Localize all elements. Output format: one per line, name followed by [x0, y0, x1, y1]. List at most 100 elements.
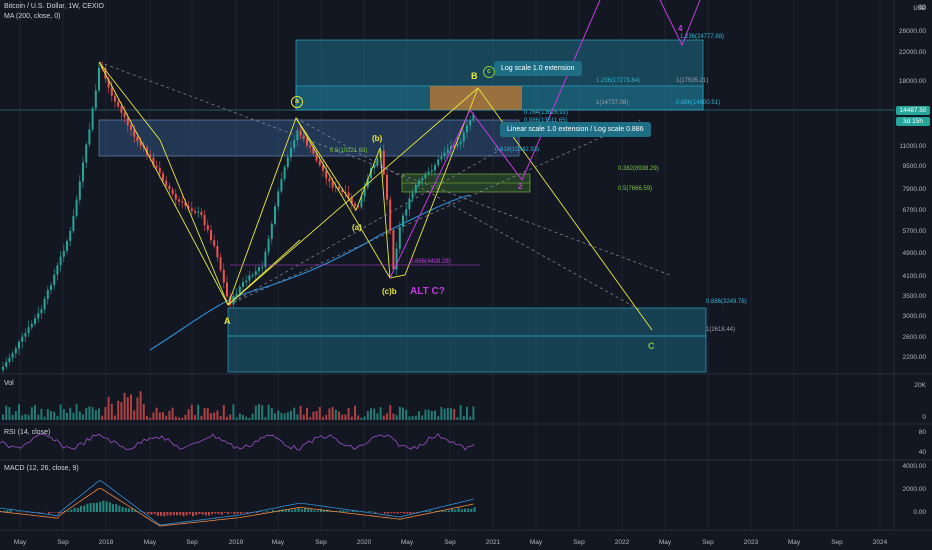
macd-hist-bar [153, 512, 156, 515]
macd-hist-bar [172, 512, 175, 516]
volume-bar [277, 410, 280, 420]
price-axis[interactable]: 32 26000.00 22000.00 18000.00 11000.00 9… [894, 0, 932, 530]
candle-body [8, 357, 11, 362]
candle-body [405, 209, 408, 216]
macd-hist-bar [387, 512, 390, 514]
macd-hist-bar [38, 512, 41, 514]
vol-label[interactable]: Vol [4, 380, 14, 387]
volume-bar [62, 409, 65, 420]
macd-hist-bar [339, 510, 342, 512]
volume-bar [338, 411, 340, 420]
linear-scale-note[interactable]: Linear scale 1.0 extension / Log scale 0… [500, 122, 651, 137]
candle-body [370, 168, 372, 179]
volume-bar [286, 412, 289, 420]
volume-bar [2, 414, 4, 420]
candle-body [360, 196, 363, 208]
macd-hist-bar [406, 512, 409, 514]
macd-hist-bar [425, 510, 428, 512]
macd-hist-bar [131, 508, 134, 512]
volume-bar [392, 413, 395, 420]
macd-hist-bar [448, 510, 450, 512]
macd-hist-bar [128, 508, 130, 512]
wave-label-2: 2 [518, 182, 523, 191]
macd-hist-bar [102, 500, 105, 512]
volume-bar [440, 406, 443, 420]
macd-hist-bar [371, 511, 374, 512]
candle-body [82, 162, 84, 182]
time-tick: Sep [831, 539, 843, 546]
volume-bar [50, 411, 52, 420]
price-tick: 26000.00 [898, 28, 926, 35]
ma-indicator-label[interactable]: MA (200, close, 0) [4, 13, 61, 20]
volume-bar [421, 415, 424, 420]
macd-hist-bar [99, 501, 102, 512]
candle-body [213, 240, 216, 247]
volume-bar [213, 412, 216, 420]
log-scale-note[interactable]: Log scale 1.0 extension [494, 61, 582, 76]
volume-bar [40, 408, 43, 420]
candle-body [53, 274, 56, 286]
volume-bar [206, 408, 209, 420]
volume-bar [56, 416, 59, 420]
fib-label: 0.5(7666.59) [618, 186, 653, 192]
candle-body [325, 170, 328, 179]
volume-bar [114, 415, 116, 420]
volume-bar [459, 405, 462, 420]
volume-bar [142, 404, 145, 420]
volume-bar [264, 417, 267, 420]
time-tick: 2018 [98, 539, 114, 546]
volume-bar [379, 407, 382, 420]
volume-bar [424, 409, 427, 420]
macd-hist-bar [288, 509, 290, 512]
symbol-title[interactable]: Bitcoin / U.S. Dollar, 1W, CEXIO [4, 3, 104, 10]
time-tick: Sep [702, 539, 714, 546]
macd-hist-bar [396, 512, 399, 514]
candle-body [155, 165, 158, 168]
wave-lines-yellow [98, 61, 653, 331]
volume-bar [254, 405, 257, 420]
volume-bar [418, 411, 420, 420]
volume-bar [197, 404, 200, 420]
volume-bar [238, 413, 241, 420]
macd-hist-bar [374, 512, 377, 514]
macd-label[interactable]: MACD (12, 26, close, 9) [4, 465, 79, 472]
candle-body [472, 114, 475, 121]
candle-body [411, 192, 414, 199]
volume-bar [94, 410, 97, 420]
candle-body [50, 285, 52, 291]
volume-bar [434, 410, 436, 420]
candle-body [133, 129, 136, 137]
time-tick: Sep [573, 539, 585, 546]
rsi-label[interactable]: RSI (14, close) [4, 429, 51, 436]
price-tick: 5700.00 [902, 228, 927, 235]
volume-bar [261, 405, 264, 420]
candle-body [267, 239, 270, 252]
time-tick: Sep [444, 539, 456, 546]
price-tick: 4900.00 [902, 250, 927, 257]
macd-hist-bar [67, 510, 70, 512]
candle-body [238, 286, 241, 294]
candle-body [43, 298, 46, 310]
macd-hist-bar [272, 509, 274, 512]
volume-bar [315, 411, 318, 420]
candle-body [162, 173, 164, 181]
time-tick: 2022 [614, 539, 630, 546]
candle-body [149, 154, 152, 158]
fib-label: 0.886(13511.65) [524, 118, 568, 124]
candle-body [178, 199, 180, 202]
candle-body [270, 223, 273, 240]
volume-bar [398, 406, 401, 420]
volume-bar [312, 411, 315, 420]
volume-bar [427, 409, 430, 420]
candle-body [235, 293, 238, 296]
volume-bar [200, 415, 203, 420]
volume-bar [21, 415, 24, 420]
currency-label[interactable]: USD [913, 6, 926, 12]
candle-body [62, 250, 65, 257]
volume-bar [235, 417, 238, 420]
candle-body [440, 156, 443, 160]
candle-body [171, 189, 174, 194]
candle-body [94, 90, 97, 109]
candle-body [194, 211, 196, 213]
